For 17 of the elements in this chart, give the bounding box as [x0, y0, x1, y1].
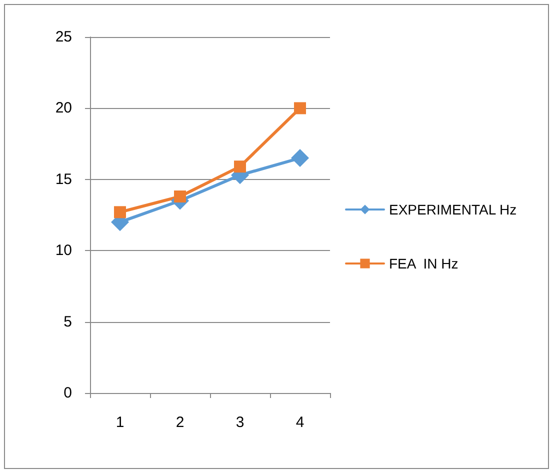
y-tick-label: 5 [64, 313, 72, 330]
point [174, 190, 186, 202]
legend-label: FEA IN Hz [389, 256, 458, 272]
y-tick-label: 10 [55, 242, 72, 260]
point [234, 160, 246, 173]
x-tick-label: 1 [116, 414, 124, 431]
x-tick-label: 3 [236, 414, 244, 431]
point [294, 102, 306, 114]
y-tick-label: 0 [64, 384, 72, 402]
legend-label: EXPERIMENTAL Hz [389, 202, 517, 218]
point [114, 206, 126, 218]
x-tick-label: 4 [296, 414, 304, 431]
y-tick-label: 25 [55, 28, 72, 46]
y-tick-label: 15 [55, 170, 72, 188]
point [291, 149, 309, 168]
x-tick-label: 2 [176, 414, 184, 431]
y-tick-label: 20 [55, 100, 72, 117]
